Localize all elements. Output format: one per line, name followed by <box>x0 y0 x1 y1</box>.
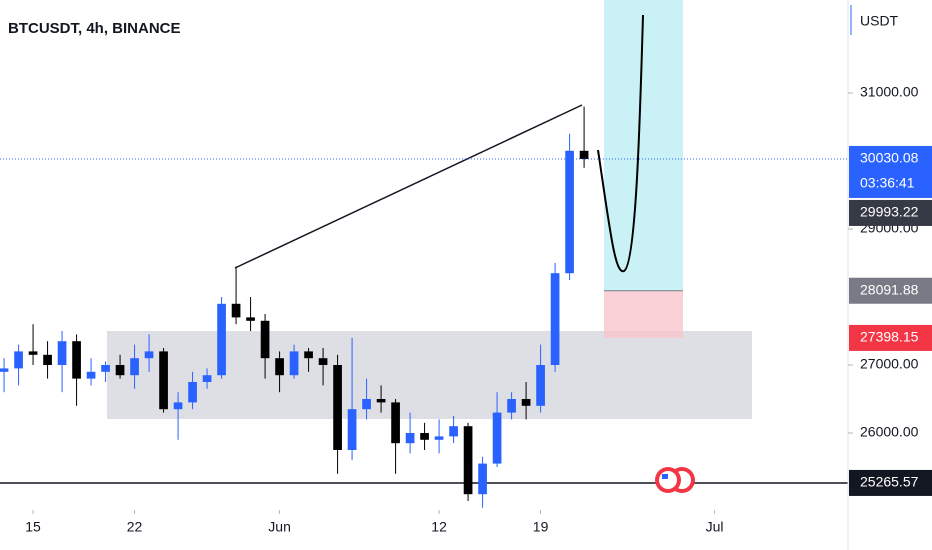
drawings-top <box>0 14 848 493</box>
path-drawing <box>597 14 644 273</box>
zone-box <box>107 331 752 419</box>
candle-body <box>43 354 52 365</box>
drawings <box>0 0 848 484</box>
trend-line <box>234 104 583 269</box>
candle-body <box>304 351 313 359</box>
candle-body <box>318 358 328 365</box>
candle-body <box>217 303 226 376</box>
countdown: 03:36:41 <box>860 175 915 191</box>
price-label: 28091.88 <box>860 281 919 297</box>
price-tag <box>849 277 932 304</box>
candle-body <box>333 364 342 450</box>
candle-body <box>507 398 516 413</box>
candle-body <box>188 381 197 403</box>
x-tick-label: Jun <box>268 519 291 535</box>
candle-body <box>231 303 241 318</box>
price-tag <box>849 469 932 496</box>
flag <box>659 471 677 489</box>
candle-body <box>492 412 502 464</box>
candle-body <box>521 398 531 406</box>
y-tick-label: 27000.00 <box>860 356 919 372</box>
candle-body <box>550 273 560 365</box>
flag <box>662 474 668 479</box>
candle-body <box>202 375 212 382</box>
x-tick-label: 12 <box>431 519 447 535</box>
candle-body <box>463 426 473 495</box>
stop-zone <box>604 290 683 338</box>
candle-body <box>72 341 81 379</box>
candle-body <box>28 351 38 355</box>
candle-body <box>391 402 400 444</box>
candle-body <box>536 364 545 406</box>
flag-icon <box>655 467 695 493</box>
chart-title: BTCUSDT, 4h, BINANCE <box>8 20 181 37</box>
candle-body <box>173 402 183 410</box>
candle-body <box>449 426 458 437</box>
candle-body <box>115 364 125 376</box>
x-tick-label: 19 <box>533 519 549 535</box>
candle-body <box>57 341 67 365</box>
candle-body <box>144 351 154 359</box>
price-tag <box>849 199 932 226</box>
price-tag <box>849 324 932 351</box>
candle-body <box>478 463 487 495</box>
candle-body <box>260 320 270 359</box>
candle-body <box>130 358 139 376</box>
price-label: 25265.57 <box>860 474 919 490</box>
x-tick-label: Jul <box>706 519 724 535</box>
currency: USDT <box>860 13 899 29</box>
candle-body <box>362 398 371 410</box>
y-tick-label: 26000.00 <box>860 424 919 440</box>
price-label: 29993.22 <box>860 204 919 220</box>
candle-body <box>246 317 255 321</box>
candle-body <box>405 432 415 444</box>
candle-body <box>347 409 357 450</box>
candle-body <box>0 368 9 372</box>
candle-body <box>14 351 23 369</box>
candle-body <box>159 351 168 410</box>
candle-body <box>579 150 589 159</box>
x-tick-label: 15 <box>25 519 41 535</box>
last-price: 30030.08 <box>860 150 919 166</box>
candle-body <box>275 358 284 376</box>
price-label: 27398.15 <box>860 329 919 345</box>
candle-body <box>86 371 96 379</box>
plot <box>0 106 589 508</box>
candle-body <box>420 432 429 440</box>
candle-body <box>565 150 574 274</box>
target-zone <box>604 0 683 291</box>
candle-body <box>289 351 299 376</box>
x-tick-label: 22 <box>127 519 143 535</box>
candle-body <box>376 398 386 403</box>
y-tick-label: 31000.00 <box>860 84 919 100</box>
last-price-tag <box>849 145 932 198</box>
candle-body <box>434 436 444 440</box>
candle-body <box>101 364 110 372</box>
